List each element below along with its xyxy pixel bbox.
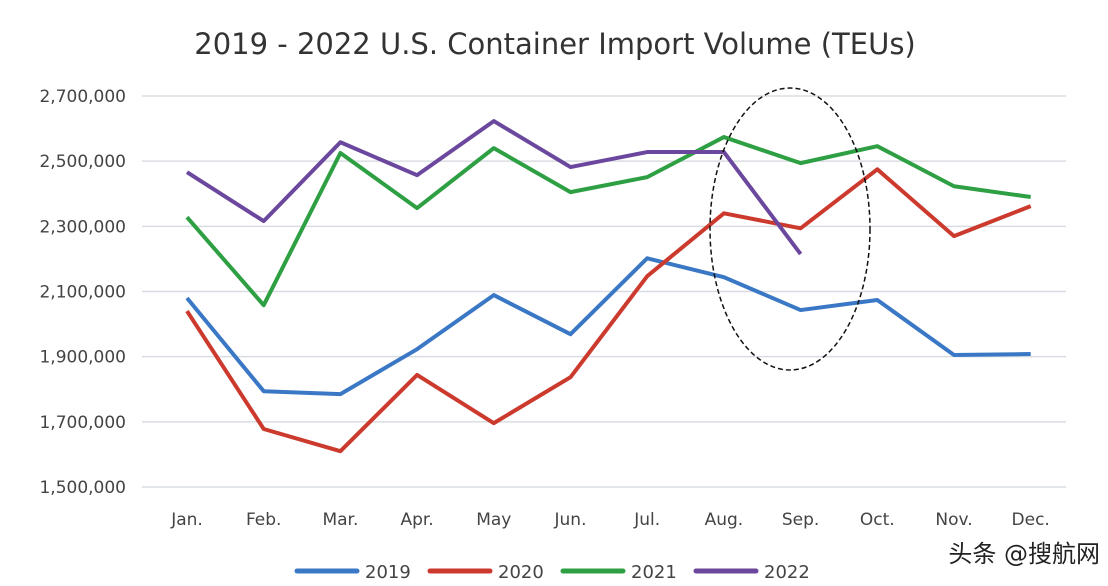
highlight-ellipse bbox=[709, 87, 871, 371]
y-tick-label: 1,700,000 bbox=[39, 413, 126, 433]
legend-label: 2019 bbox=[365, 562, 411, 583]
legend-label: 2021 bbox=[631, 562, 677, 583]
legend-label: 2020 bbox=[498, 562, 544, 583]
y-tick-label: 1,900,000 bbox=[39, 348, 126, 368]
x-tick-label: Oct. bbox=[860, 510, 895, 530]
chart-title: 2019 - 2022 U.S. Container Import Volume… bbox=[194, 27, 916, 61]
x-tick-label: May bbox=[476, 510, 511, 530]
series-line-2021 bbox=[185, 135, 1031, 308]
x-tick-label: Feb. bbox=[246, 510, 282, 530]
series-line-2019 bbox=[185, 256, 1031, 397]
legend-label: 2022 bbox=[764, 562, 810, 583]
y-tick-label: 2,100,000 bbox=[39, 283, 126, 303]
y-tick-label: 2,500,000 bbox=[39, 152, 126, 172]
watermark: 头条 @搜航网 bbox=[948, 540, 1100, 568]
series-line-2020 bbox=[185, 167, 1032, 454]
x-tick-label: Mar. bbox=[322, 510, 358, 530]
x-tick-label: Dec. bbox=[1012, 510, 1050, 530]
x-tick-label: Jun. bbox=[554, 510, 587, 530]
x-tick-label: Aug. bbox=[705, 510, 744, 530]
x-tick-label: Jul. bbox=[633, 510, 660, 530]
x-tick-label: Sep. bbox=[782, 510, 819, 530]
x-tick-label: Apr. bbox=[400, 510, 433, 530]
y-tick-label: 2,700,000 bbox=[39, 87, 126, 107]
y-tick-label: 1,500,000 bbox=[39, 478, 126, 498]
x-tick-label: Jan. bbox=[170, 510, 203, 530]
y-tick-label: 2,300,000 bbox=[39, 217, 126, 237]
series-line-2022 bbox=[185, 119, 803, 256]
x-tick-label: Nov. bbox=[935, 510, 972, 530]
